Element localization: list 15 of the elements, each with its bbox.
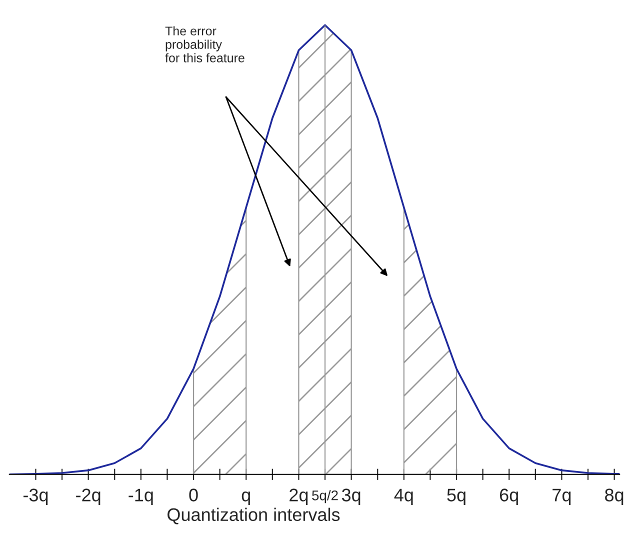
x-tick-label: 3q [342, 488, 360, 506]
x-tick-label: -2q [76, 488, 100, 506]
x-tick-label: 4q [394, 488, 413, 506]
x-tick-label: 5q/2 [312, 490, 338, 504]
annotation: The error probability for this feature [165, 26, 244, 62]
x-tick-label: 5q [447, 488, 466, 506]
x-tick-label: q [242, 492, 250, 506]
x-tick-label: 2q [290, 488, 308, 506]
x-tick-label: 6q [500, 488, 518, 506]
x-tick-label: 0 [189, 488, 198, 502]
x-tick-label: 8q [605, 488, 624, 506]
x-tick-label: -1q [128, 488, 153, 506]
x-axis-title: Quantization intervals [168, 508, 340, 524]
x-tick-label: 7q [552, 488, 571, 506]
x-tick-label: -3q [23, 488, 48, 506]
